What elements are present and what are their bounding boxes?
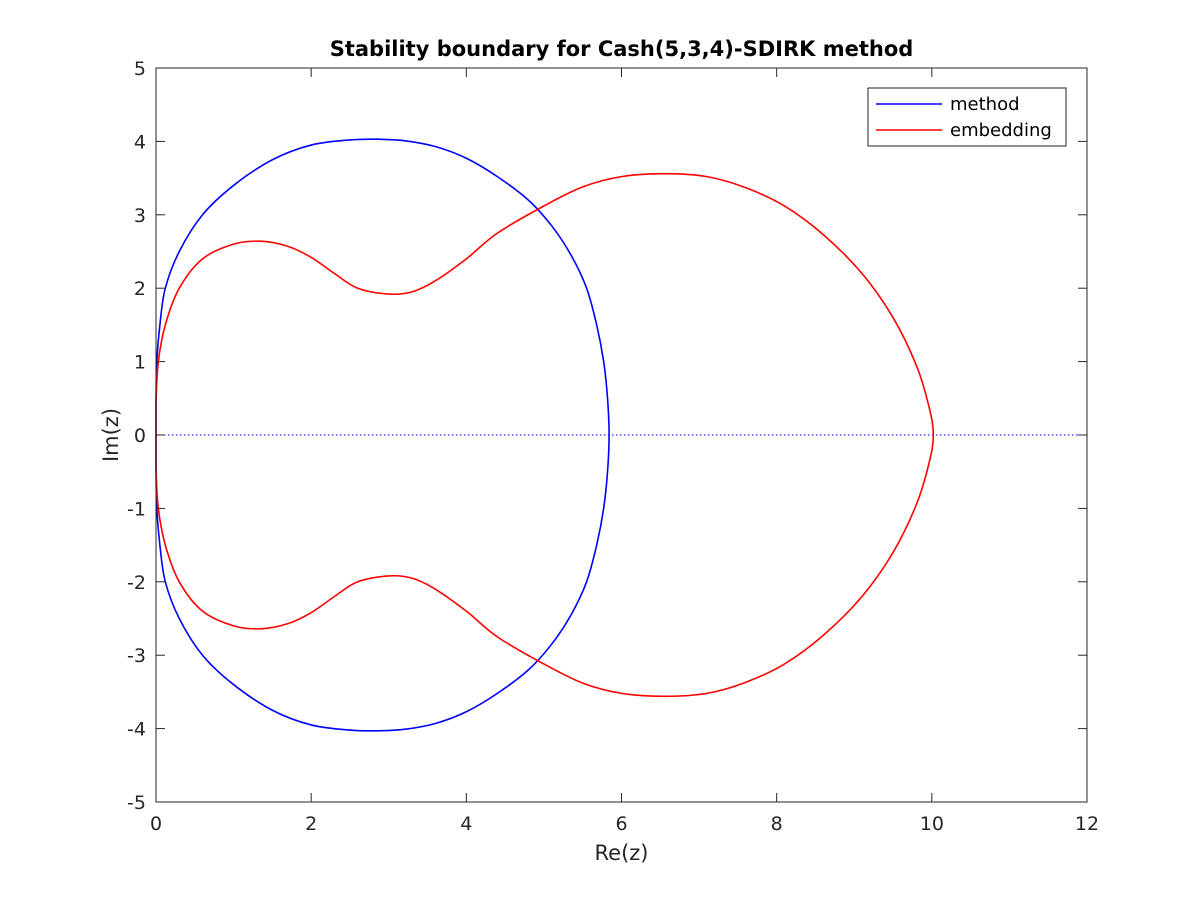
y-tick-label: 3 [134, 205, 146, 227]
y-tick-label: -3 [127, 645, 146, 667]
legend: method embedding [867, 87, 1067, 147]
chart-title: Stability boundary for Cash(5,3,4)-SDIRK… [330, 37, 914, 61]
x-tick-label: 4 [460, 813, 472, 835]
x-tick-label: 12 [1075, 813, 1099, 835]
legend-label-embedding: embedding [950, 120, 1052, 141]
x-tick-label: 0 [150, 813, 162, 835]
y-tick-label: 1 [134, 352, 146, 374]
y-axis-label: Im(z) [99, 408, 123, 462]
y-tick-label: 2 [134, 278, 146, 300]
y-tick-label: 0 [134, 425, 146, 447]
series-line-method [155, 138, 610, 732]
legend-label-method: method [950, 94, 1020, 115]
x-axis-label: Re(z) [595, 841, 649, 865]
x-tick-label: 2 [305, 813, 317, 835]
x-tick-label: 10 [920, 813, 944, 835]
axes-box [155, 67, 1088, 803]
y-tick-label: 4 [134, 131, 146, 153]
y-tick-label: -2 [127, 572, 146, 594]
x-tick-label: 8 [771, 813, 783, 835]
y-tick-label: 5 [134, 58, 146, 80]
series-layer [155, 138, 1087, 732]
legend-box [867, 87, 1067, 147]
y-tick-label: -4 [127, 719, 146, 741]
series-line-embedding [155, 172, 935, 698]
y-tick-label: -1 [127, 498, 146, 520]
x-tick-label: 6 [615, 813, 627, 835]
y-tick-label: -5 [127, 792, 146, 814]
